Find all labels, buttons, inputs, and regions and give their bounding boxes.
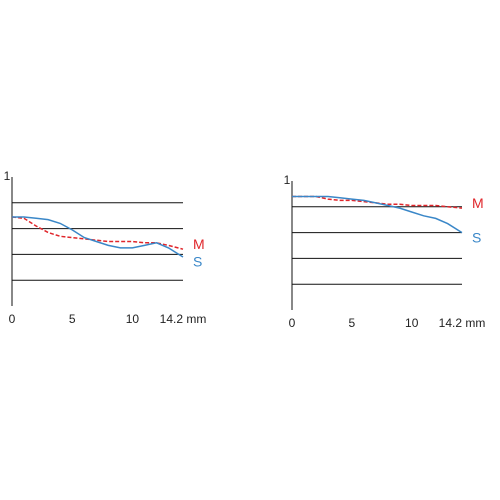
series-name: S [193,254,202,270]
x-tick-label: 14.2 mm [160,312,207,326]
series-name: M [472,195,484,211]
series-line [12,216,184,258]
series-line [292,195,463,234]
x-tick-label: 5 [349,316,356,330]
x-tick-label: 0 [9,312,16,326]
x-tick-label: 10 [405,316,419,330]
x-tick-label: 0 [289,316,296,330]
y-tick-label: 1 [4,169,11,183]
x-tick-label: 10 [126,312,140,326]
x-tick-label: 5 [69,312,76,326]
series-name: S [472,229,481,245]
series-name: M [193,236,205,252]
x-tick-label: 14.2 mm [439,316,486,330]
series-line [11,216,184,250]
y-tick-label: 1 [284,173,291,187]
